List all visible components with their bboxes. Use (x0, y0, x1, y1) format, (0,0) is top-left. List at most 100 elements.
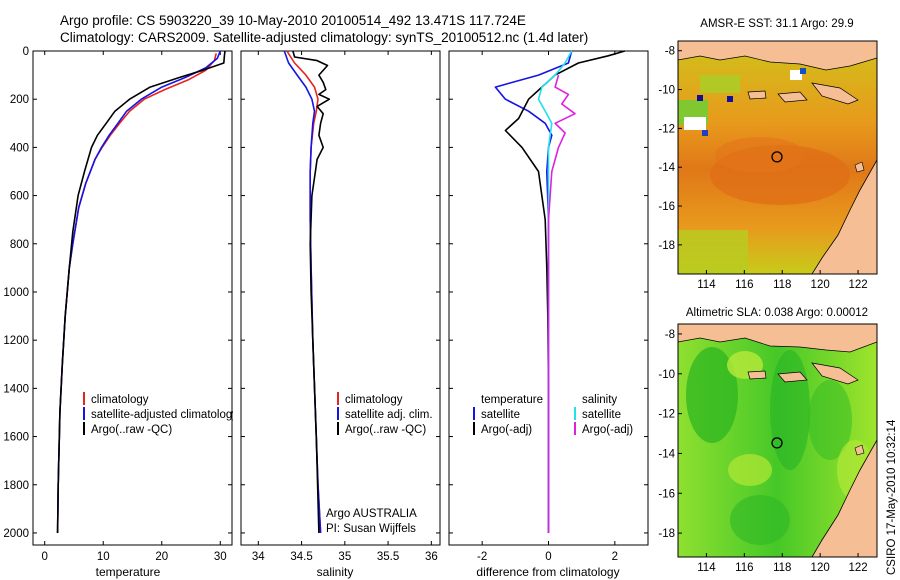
sst-missing-cell (684, 117, 706, 130)
sla-map-panel: Altimetric SLA: 0.038 Argo: 0.00012 114 1… (658, 307, 878, 574)
series-line-argo (292, 50, 331, 534)
coastline-land (678, 324, 877, 353)
salinity-ticks: 34 34.5 35 35.5 36 (241, 50, 440, 563)
sst-map-title: AMSR-E SST: 31.1 Argo: 29.9 (700, 18, 853, 30)
lon-tick-label: 118 (773, 279, 791, 291)
difference-x-label: difference from climatology (476, 565, 619, 579)
lat-tick-label: -8 (665, 329, 675, 341)
x-tick-label: 34 (252, 551, 265, 563)
coastline-land (678, 41, 877, 71)
y-tick-label: 2000 (3, 528, 29, 540)
sst-map-ticks: 114 116 118 120 122 -8 -10 -12 -14 -16 -18 (658, 46, 867, 291)
legend-label-temp-satellite: satellite (481, 409, 520, 421)
australia-land (811, 159, 877, 274)
sst-cold-cell (702, 130, 708, 136)
lat-tick-label: -12 (658, 409, 675, 421)
y-tick-label: 1200 (3, 335, 29, 347)
credit-timestamp: CSIRO 17-May-2010 10:32:14 (886, 419, 898, 575)
x-tick-label: 2 (612, 551, 618, 563)
lat-tick-label: -10 (658, 369, 675, 381)
sla-low-patch (728, 454, 772, 486)
sla-map-ticks: 114 116 118 120 122 -8 -10 -12 -14 -16 -18 (658, 329, 867, 574)
series-line-satellite (283, 50, 322, 534)
temperature-x-label: temperature (96, 565, 161, 579)
sla-high-patch (808, 380, 852, 460)
legend-label-climatology: climatology (91, 394, 149, 406)
y-tick-label: 600 (10, 191, 29, 203)
y-tick-label: 200 (10, 94, 29, 106)
x-tick-label: 36 (425, 551, 438, 563)
figure-title-line2: Climatology: CARS2009. Satellite-adjuste… (60, 30, 588, 45)
australia-land (811, 439, 877, 557)
lon-tick-label: 116 (735, 562, 753, 574)
sst-cool-patch (700, 75, 740, 93)
temperature-axes-box (32, 50, 233, 546)
y-tick-label: 400 (10, 142, 29, 154)
x-tick-label: 34.5 (290, 551, 312, 563)
island-land (811, 82, 859, 105)
pi-annotation: PI: Susan Wijffels (326, 523, 416, 535)
sst-warm-patch (715, 137, 805, 173)
temperature-ticks: 0 10 20 30 0 200 400 600 800 1000 1200 1400 1600 1800… (3, 46, 232, 563)
lat-tick-label: -16 (658, 201, 675, 213)
series-line-satellite (56, 50, 222, 534)
series-line-argo_adj_diff (547, 74, 576, 533)
island-land (777, 371, 808, 383)
series-line-argo (504, 50, 626, 533)
legend-label-argo: Argo(..raw -QC) (345, 424, 426, 436)
difference-series (494, 50, 626, 533)
legend-label-temp-argo: Argo(-adj) (481, 424, 532, 436)
lon-tick-label: 114 (697, 562, 716, 574)
argo-australia-annotation: Argo AUSTRALIA (326, 508, 417, 520)
sla-map-title: Altimetric SLA: 0.038 Argo: 0.00012 (686, 307, 868, 319)
legend-label-climatology: climatology (345, 394, 403, 406)
profile-location-marker (771, 437, 783, 449)
island-land (777, 91, 808, 103)
x-tick-label: 30 (214, 551, 227, 563)
lon-tick-label: 122 (848, 279, 867, 291)
series-line-argo (56, 50, 226, 534)
lon-tick-label: 120 (811, 279, 830, 291)
lat-tick-label: -14 (658, 162, 675, 174)
sla-high-patch (686, 347, 738, 443)
y-tick-label: 1800 (3, 480, 29, 492)
lat-tick-label: -18 (658, 528, 675, 540)
sst-cool-patch (678, 230, 748, 274)
profile-location-marker (771, 151, 783, 163)
salinity-axes-box (240, 50, 441, 546)
lon-tick-label: 114 (697, 279, 716, 291)
island-land (747, 90, 767, 100)
island-land (747, 370, 767, 380)
temperature-panel: 0 10 20 30 0 200 400 600 800 1000 1200 1400 1600 1800… (3, 46, 238, 579)
lon-tick-label: 120 (811, 562, 830, 574)
lat-tick-label: -18 (658, 240, 675, 252)
salinity-series (283, 50, 331, 534)
difference-ticks: -2 0 2 (449, 50, 648, 563)
sst-cold-cell (727, 96, 733, 102)
legend-label-argo: Argo(..raw -QC) (91, 424, 172, 436)
legend-label-satellite: satellite-adjusted climatology (91, 409, 238, 421)
temperature-legend: climatology satellite-adjusted climatolo… (83, 392, 238, 436)
x-tick-label: 20 (155, 551, 168, 563)
y-tick-label: 800 (10, 239, 29, 251)
sla-map-frame (677, 323, 878, 558)
lon-tick-label: 122 (848, 562, 867, 574)
sla-high-patch (730, 495, 790, 545)
lat-tick-label: -8 (665, 46, 675, 58)
lat-tick-label: -12 (658, 123, 675, 135)
x-tick-label: -2 (477, 551, 487, 563)
lat-tick-label: -14 (658, 448, 675, 460)
temperature-series (56, 50, 226, 534)
legend-label-sal-argo: Argo(-adj) (582, 424, 633, 436)
series-line-climatology (286, 50, 322, 534)
y-tick-label: 1000 (3, 287, 29, 299)
x-tick-label: 0 (545, 551, 551, 563)
lon-tick-label: 116 (735, 279, 753, 291)
salinity-panel: 34 34.5 35 35.5 36 salinity climatology sate… (240, 50, 441, 579)
x-tick-label: 0 (42, 551, 48, 563)
sla-high-patch (770, 350, 810, 470)
sst-cold-cell (697, 95, 703, 101)
lat-tick-label: -10 (658, 85, 675, 97)
x-tick-label: 35.5 (377, 551, 399, 563)
lon-tick-label: 118 (773, 562, 791, 574)
